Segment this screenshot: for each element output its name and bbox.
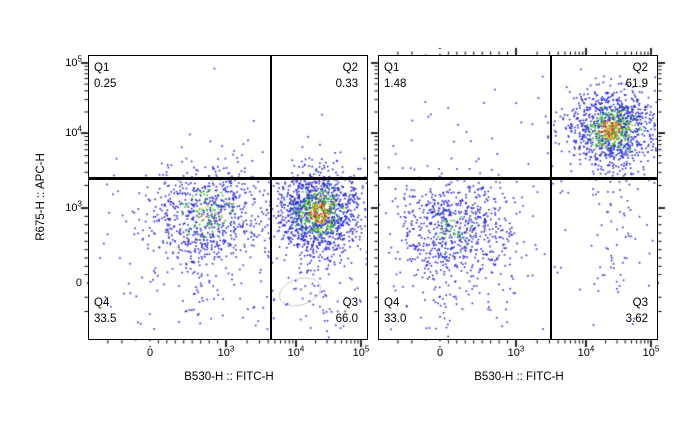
quadrant-q4-stat: Q4 33.0 — [384, 295, 406, 327]
quadrant-q2-stat: Q2 61.9 — [626, 60, 648, 92]
quadrant-q4-stat: Q4 33.5 — [94, 295, 116, 327]
y-tick-label-1e3: 103 — [65, 199, 82, 214]
x-tick-label-1e4: 104 — [287, 344, 305, 359]
y-tick-label-1e5: 105 — [65, 54, 82, 69]
quadrant-label: Q4 — [94, 297, 110, 309]
quadrant-label: Q2 — [342, 62, 358, 74]
quadrant-percent: 0.33 — [335, 78, 358, 90]
quadrant-percent: 0.25 — [94, 78, 117, 90]
y-tick-label-0: 0 — [75, 277, 82, 289]
quadrant-percent: 3.62 — [625, 313, 648, 325]
x-axis-title-left: B530-H :: FITC-H — [184, 371, 274, 383]
quadrant-label: Q1 — [384, 62, 400, 74]
quadrant-percent: 66.0 — [335, 313, 358, 325]
quadrant-q3-stat: Q3 66.0 — [336, 295, 358, 327]
quadrant-percent: 33.5 — [94, 313, 117, 325]
quadrant-q2-stat: Q2 0.33 — [336, 60, 358, 92]
plot-right-frame[interactable]: Q1 1.48 Q2 61.9 Q3 3.62 Q4 33.0 — [378, 55, 658, 340]
quadrant-gate-horizontal-left-plot[interactable] — [89, 176, 367, 180]
x-tick-label-1e4: 104 — [577, 344, 595, 359]
quadrant-label: Q4 — [384, 297, 400, 309]
quadrant-gate-vertical-right-plot[interactable] — [549, 56, 553, 339]
x-tick-label-1e5: 105 — [642, 344, 660, 359]
quadrant-gate-vertical-left-plot[interactable] — [269, 56, 273, 339]
quadrant-label: Q3 — [632, 297, 648, 309]
x-tick-label-0: 0 — [146, 347, 154, 359]
x-tick-label-1e3: 103 — [507, 344, 525, 359]
x-tick-label-0: 0 — [436, 347, 444, 359]
quadrant-label: Q1 — [94, 62, 110, 74]
quadrant-q1-stat: Q1 0.25 — [94, 60, 116, 92]
plot-left-frame[interactable]: Q1 0.25 Q2 0.33 Q3 66.0 Q4 33.5 — [88, 55, 368, 340]
quadrant-percent: 61.9 — [625, 78, 648, 90]
quadrant-gate-horizontal-right-plot[interactable] — [379, 176, 657, 180]
x-tick-label-1e5: 105 — [352, 344, 370, 359]
quadrant-label: Q3 — [342, 297, 358, 309]
x-tick-label-1e3: 103 — [217, 344, 235, 359]
quadrant-label: Q2 — [632, 62, 648, 74]
quadrant-q3-stat: Q3 3.62 — [626, 295, 648, 327]
y-tick-label-1e4: 104 — [65, 124, 82, 139]
quadrant-percent: 1.48 — [384, 78, 407, 90]
quadrant-percent: 33.0 — [384, 313, 407, 325]
x-axis-title-right: B530-H :: FITC-H — [474, 371, 564, 383]
quadrant-q1-stat: Q1 1.48 — [384, 60, 406, 92]
